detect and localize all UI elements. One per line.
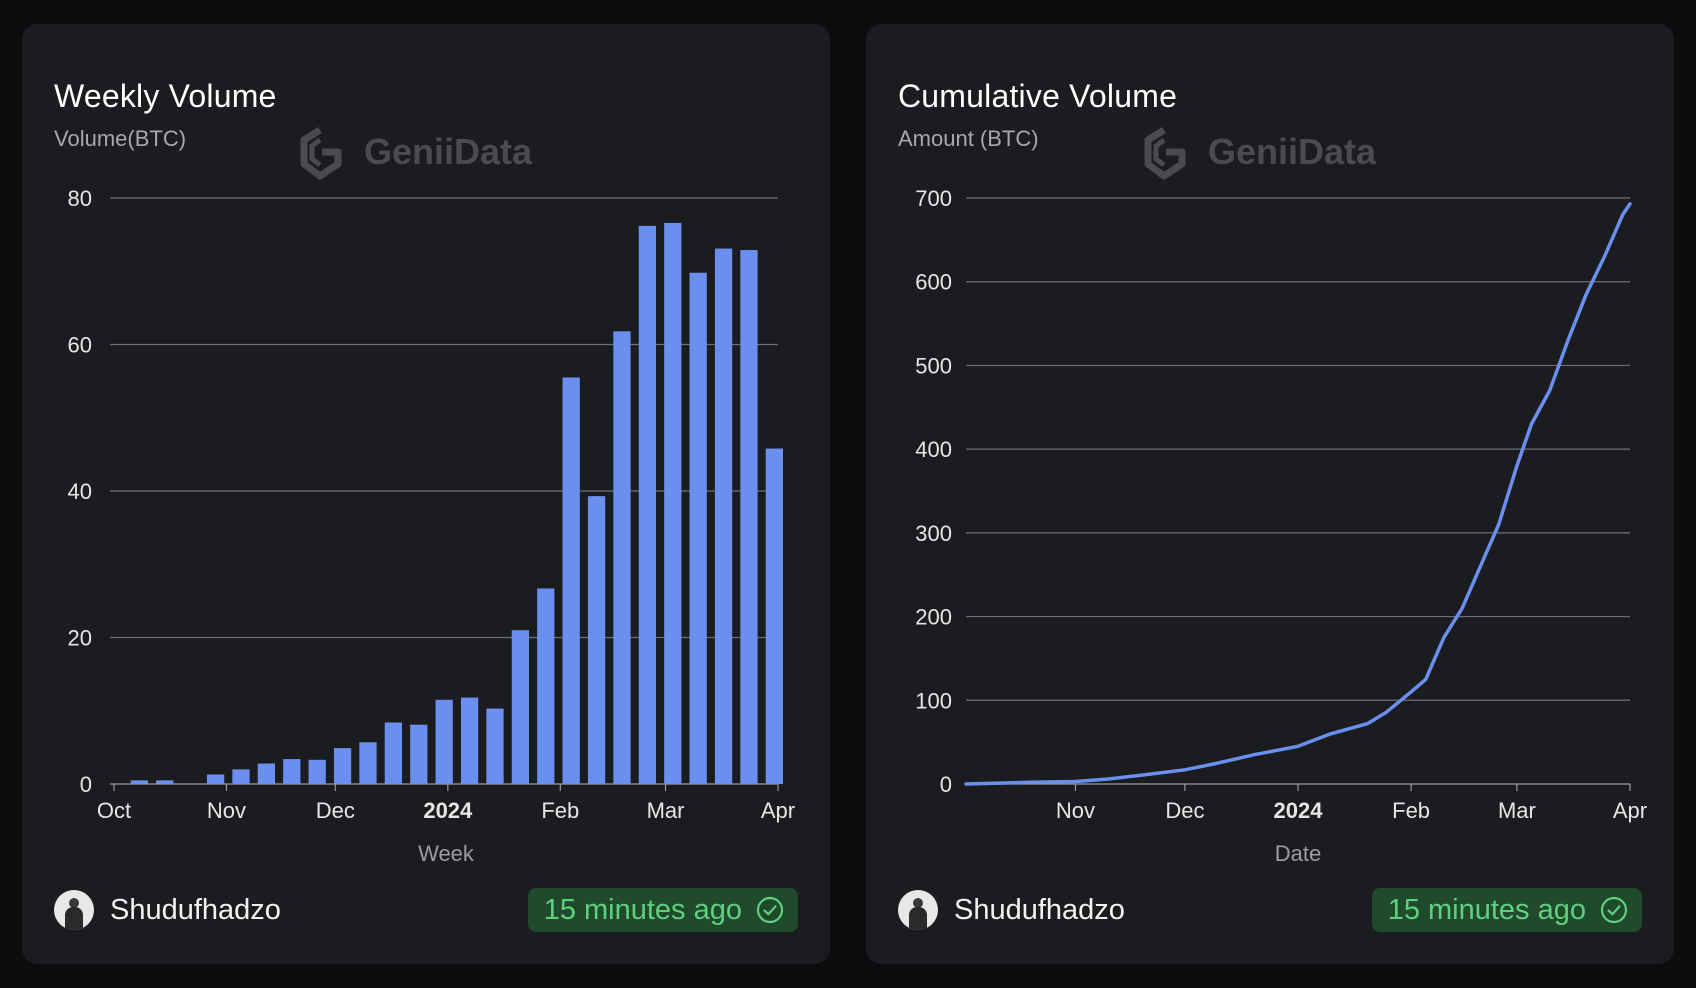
y-tick-label: 300 [915,521,952,546]
cumulative-volume-card: Cumulative Volume GeniiData Amount (BTC) 0… [866,24,1674,964]
x-tick-label: Feb [541,798,579,823]
x-tick-label: Feb [1392,798,1430,823]
bar [613,331,631,784]
x-tick-label: Nov [1056,798,1095,823]
x-tick-label: Apr [761,798,795,823]
bar [587,496,606,784]
check-circle-icon [756,896,784,924]
author[interactable]: Shudufhadzo [54,890,281,930]
weekly-volume-chart: GeniiData Volume(BTC) 0 20 40 60 80 Oct Nov Dec 20… [54,126,795,866]
bar [384,722,403,784]
bar [333,748,352,784]
updated-time: 15 minutes ago [543,893,742,926]
check-circle-icon [1600,896,1628,924]
y-tick-label: 400 [915,437,952,462]
bar [511,630,530,784]
updated-time: 15 minutes ago [1387,893,1586,926]
bar [359,742,377,784]
author-name: Shudufhadzo [954,893,1125,926]
geniidata-logo-icon [300,127,342,180]
x-tick-label: Mar [647,798,685,823]
y-tick-label: 60 [68,333,92,358]
geniidata-logo-icon [1144,127,1186,180]
logo-stroke [1144,127,1186,180]
bar [308,759,326,784]
weekly-volume-card: Weekly Volume GeniiData Volume(BTC) 0 20 40 6… [22,24,830,964]
chart-title: Weekly Volume [54,78,277,114]
bar [130,780,149,784]
y-tick-label: 200 [915,605,952,630]
y-tick-label: 40 [68,479,92,504]
x-tick-label: Oct [97,798,131,823]
x-tick-label: 2024 [423,798,473,823]
watermark: GeniiData [300,127,533,180]
logo-stroke [300,127,342,180]
watermark-text: GeniiData [1208,131,1377,172]
chart-title: Cumulative Volume [898,78,1178,114]
y-tick-label: 20 [68,626,92,651]
bar [435,699,453,784]
series-line [964,202,1632,786]
y-tick-label: 600 [915,270,952,295]
bar [206,774,225,784]
cumulative-volume-chart: GeniiData Amount (BTC) 0 100 200 300 400 500 600… [898,126,1647,866]
bar [537,588,555,784]
x-axis-label: Date [1275,841,1321,866]
watermark-text: GeniiData [364,131,533,172]
y-axis-label: Volume(BTC) [54,126,186,151]
bar [714,248,733,785]
y-tick-label: 500 [915,353,952,378]
bar [765,448,784,784]
x-tick-label: Mar [1498,798,1536,823]
avatar-icon [54,890,94,930]
x-axis-label: Week [418,841,475,866]
watermark: GeniiData [1144,127,1377,180]
y-tick-label: 0 [80,772,92,797]
logo-inner-stroke [1153,138,1166,167]
x-tick-label: Dec [1165,798,1204,823]
avatar-icon [898,890,938,930]
bar [257,763,276,784]
bar [562,377,580,784]
bar [664,222,682,784]
author-name: Shudufhadzo [110,893,281,926]
y-tick-label: 700 [915,186,952,211]
y-axis-label: Amount (BTC) [898,126,1039,151]
x-tick-label: 2024 [1274,798,1324,823]
bar [740,250,758,784]
x-tick-label: Nov [207,798,246,823]
updated-badge: 15 minutes ago [1371,888,1642,932]
bar [232,769,250,784]
bar [460,697,479,784]
bar [689,272,707,784]
bar [156,780,174,784]
bar [283,759,301,784]
y-tick-label: 100 [915,688,952,713]
bar [638,225,657,784]
bar [410,724,428,784]
bar [486,708,504,784]
logo-inner-stroke [309,138,322,167]
updated-badge: 15 minutes ago [527,888,798,932]
x-tick-label: Apr [1613,798,1647,823]
x-tick-label: Dec [316,798,355,823]
y-tick-label: 80 [68,186,92,211]
y-tick-label: 0 [940,772,952,797]
author[interactable]: Shudufhadzo [898,890,1125,930]
